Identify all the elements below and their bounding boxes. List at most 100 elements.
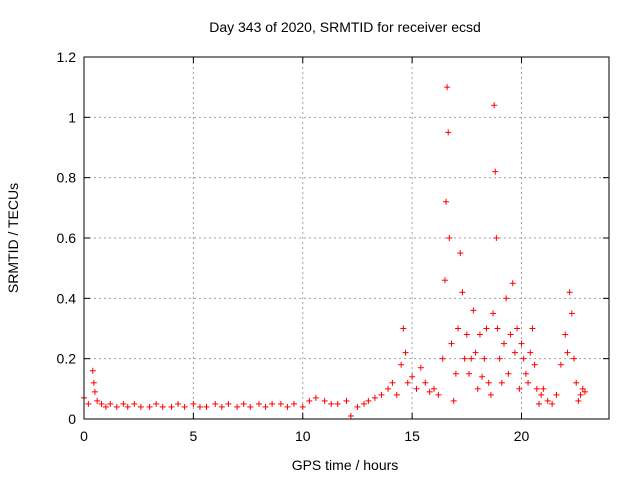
- data-point: [365, 397, 372, 404]
- data-point: [509, 280, 516, 287]
- data-point: [476, 331, 483, 338]
- data-point: [575, 397, 582, 404]
- y-tick-label: 0.4: [57, 290, 77, 306]
- data-point: [505, 370, 512, 377]
- data-point: [479, 373, 486, 380]
- data-point: [503, 295, 510, 302]
- data-point: [455, 325, 462, 332]
- data-point: [487, 391, 494, 398]
- data-point: [468, 355, 475, 362]
- data-point: [516, 385, 523, 392]
- data-point: [577, 391, 584, 398]
- y-tick-label: 1: [68, 109, 76, 125]
- data-point: [472, 349, 479, 356]
- data-point: [557, 361, 564, 368]
- x-tick-label: 5: [189, 428, 197, 444]
- data-point: [457, 250, 464, 257]
- data-point: [525, 379, 532, 386]
- data-point: [262, 403, 269, 410]
- y-tick-label: 0.6: [57, 230, 77, 246]
- data-point: [441, 277, 448, 284]
- data-point: [474, 385, 481, 392]
- data-point: [450, 397, 457, 404]
- data-point: [398, 361, 405, 368]
- data-point: [120, 400, 127, 407]
- data-point: [389, 379, 396, 386]
- data-point: [568, 310, 575, 317]
- data-point: [522, 370, 529, 377]
- chart-title: Day 343 of 2020, SRMTID for receiver ecs…: [209, 19, 481, 35]
- data-point: [544, 397, 551, 404]
- data-point: [404, 379, 411, 386]
- data-point: [491, 102, 498, 109]
- data-point: [196, 403, 203, 410]
- data-point: [306, 397, 313, 404]
- data-point: [566, 289, 573, 296]
- data-point: [371, 394, 378, 401]
- data-point: [277, 400, 284, 407]
- data-point: [435, 391, 442, 398]
- data-point: [107, 400, 114, 407]
- data-points: [81, 84, 588, 419]
- data-point: [153, 400, 160, 407]
- x-tick-label: 20: [514, 428, 530, 444]
- y-axis-label: SRMTID / TECUs: [5, 183, 21, 293]
- data-point: [137, 403, 144, 410]
- x-tick-label: 10: [295, 428, 311, 444]
- data-point: [402, 349, 409, 356]
- data-point: [299, 403, 306, 410]
- data-point: [501, 340, 507, 347]
- data-point: [284, 403, 291, 410]
- y-tick-label: 1.2: [57, 49, 77, 65]
- data-point: [536, 400, 542, 407]
- data-point: [518, 340, 525, 347]
- data-point: [361, 400, 367, 407]
- data-point: [571, 355, 577, 362]
- data-point: [549, 400, 556, 407]
- data-point: [168, 403, 175, 410]
- data-point: [409, 373, 416, 380]
- data-point: [564, 349, 571, 356]
- data-point: [529, 325, 536, 332]
- data-point: [538, 391, 545, 398]
- data-point: [400, 325, 407, 332]
- data-point: [540, 385, 547, 392]
- data-point: [448, 340, 455, 347]
- x-tick-label: 0: [80, 428, 88, 444]
- data-point: [507, 331, 514, 338]
- data-point: [466, 370, 472, 377]
- data-point: [520, 355, 527, 362]
- plot-frame: [83, 56, 610, 420]
- data-point: [124, 403, 131, 410]
- data-point: [492, 168, 499, 175]
- data-point: [212, 400, 219, 407]
- data-point: [562, 331, 569, 338]
- data-point: [328, 400, 335, 407]
- data-point: [256, 400, 262, 407]
- data-point: [459, 289, 466, 296]
- y-tick-label: 0.8: [57, 170, 77, 186]
- data-point: [175, 400, 182, 407]
- data-point: [483, 325, 490, 332]
- data-point: [553, 391, 560, 398]
- data-point: [234, 403, 241, 410]
- data-point: [393, 391, 400, 398]
- data-point: [533, 385, 540, 392]
- data-point: [581, 388, 588, 395]
- data-point: [247, 403, 254, 410]
- y-tick-label: 0.2: [57, 351, 77, 367]
- data-point: [422, 379, 429, 386]
- data-point: [514, 325, 521, 332]
- data-point: [225, 400, 232, 407]
- data-point: [113, 403, 120, 410]
- data-point: [463, 331, 470, 338]
- data-point: [431, 385, 437, 392]
- data-point: [159, 403, 166, 410]
- data-point: [146, 403, 153, 410]
- data-point: [291, 400, 297, 407]
- data-point: [531, 361, 538, 368]
- data-point: [490, 310, 497, 317]
- data-point: [498, 379, 505, 386]
- data-point: [385, 385, 392, 392]
